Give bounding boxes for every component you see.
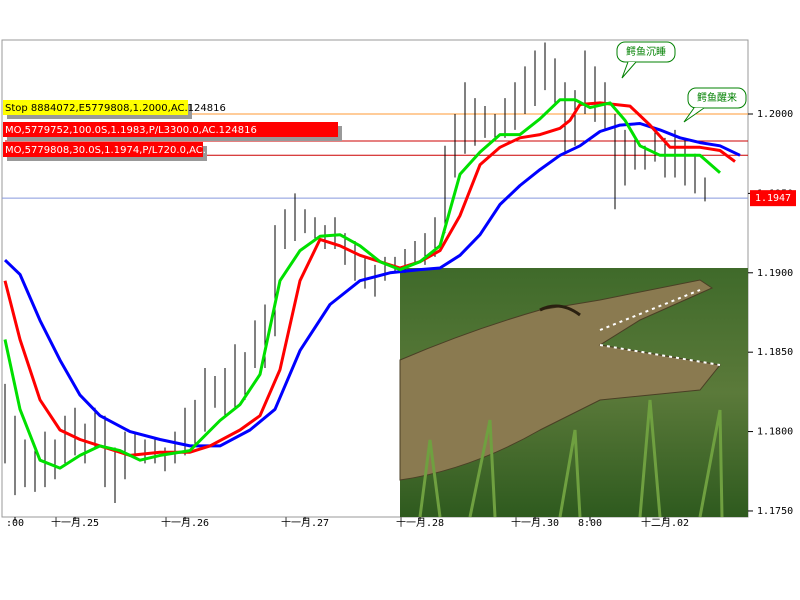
plot-layer: 1.17501.18001.18501.19001.19501.2000:00十…	[2, 42, 796, 529]
annotation-text: 鳄鱼醒来	[697, 91, 737, 104]
order-label: Stop 8884072,E5779808,1.2000,AC.124816	[5, 103, 226, 114]
x-tick-label: 十一月.30	[511, 516, 559, 529]
annotation-text: 鳄鱼沉睡	[626, 45, 666, 58]
photo	[399, 268, 748, 518]
y-tick-label: 1.2000	[757, 109, 793, 120]
x-tick-label: 十一月.28	[396, 516, 444, 529]
indicator-line	[3, 122, 741, 448]
annotation: 鳄鱼醒来	[683, 87, 747, 123]
x-tick-label: 十一月.26	[161, 516, 209, 529]
order-label-bg	[3, 100, 188, 115]
price-tag-bg	[750, 190, 796, 207]
x-tick-label: 8:00	[578, 518, 602, 529]
order-label-bg	[3, 122, 338, 137]
y-tick-label: 1.1850	[757, 347, 793, 358]
indicator-line	[3, 98, 721, 470]
x-tick-label: 十一月.27	[281, 516, 329, 529]
annotation: 鳄鱼沉睡	[616, 41, 676, 79]
order-label: MO,5779752,100.0S,1.1983,P/L3300.0,AC.12…	[5, 125, 257, 136]
x-tick-label: 十一月.25	[51, 516, 99, 529]
y-tick-label: 1.1900	[757, 268, 793, 279]
order-label-bg	[3, 142, 203, 157]
y-tick-label: 1.1800	[757, 427, 793, 438]
price-tag: 1.1947	[755, 193, 791, 204]
order-label: MO,5779808,30.0S,1.1974,P/L720.0,AC.1248…	[5, 145, 244, 156]
x-tick-label: :00	[6, 518, 24, 529]
y-tick-label: 1.1750	[757, 506, 793, 517]
x-tick-label: 十二月.02	[641, 516, 689, 529]
